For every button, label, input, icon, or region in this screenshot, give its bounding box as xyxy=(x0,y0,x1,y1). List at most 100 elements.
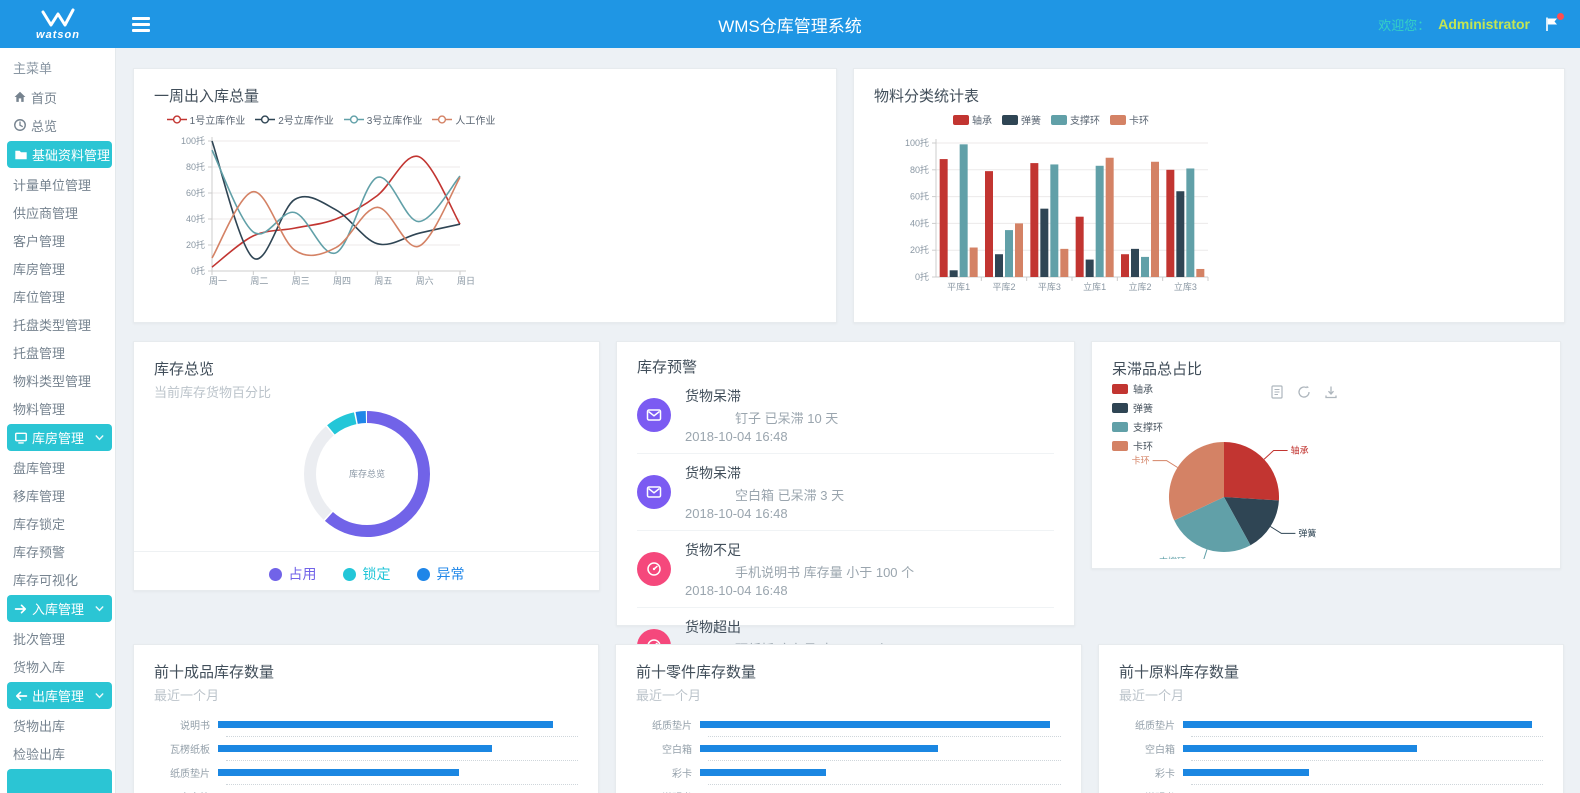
sidebar-item-批次管理[interactable]: 批次管理 xyxy=(0,624,115,652)
alert-time: 2018-10-04 16:48 xyxy=(685,506,788,521)
hbar-row-空白箱: 空白箱 xyxy=(636,742,1061,756)
legend-label: 3号立库作业 xyxy=(366,116,423,127)
hbar-chart-parts: 纸质垫片空白箱彩卡说明书 xyxy=(636,718,1061,793)
svg-text:周四: 周四 xyxy=(333,276,351,286)
svg-text:周一: 周一 xyxy=(209,276,227,286)
welcome-label: 欢迎您： xyxy=(1378,17,1431,33)
sidebar-item-库位管理[interactable]: 库位管理 xyxy=(0,282,115,310)
envelope-icon xyxy=(637,398,671,432)
sidebar-item-托盘类型管理[interactable]: 托盘类型管理 xyxy=(0,310,115,338)
legend-item-轴承[interactable]: 轴承 xyxy=(953,112,992,127)
sidebar-item-移库管理[interactable]: 移库管理 xyxy=(0,481,115,509)
alert-row[interactable]: 货物呆滞 空白箱 已呆滞 3 天 2018-10-04 16:48 xyxy=(637,454,1054,531)
sidebar-item-货物入库[interactable]: 货物入库 xyxy=(0,652,115,680)
hbar-track xyxy=(700,769,1061,776)
main-content: 一周出入库总量 1号立库作业 2号立库作业 3号立库作业 人工作业 0托 20托 40托 6… xyxy=(116,48,1580,793)
legend-label: 支撑环 xyxy=(1070,116,1100,127)
download-icon[interactable] xyxy=(1324,385,1338,399)
sidebar-item-库房管理[interactable]: 库房管理 xyxy=(7,424,112,451)
svg-text:40托: 40托 xyxy=(910,217,929,228)
sidebar-item-入库管理[interactable]: 入库管理 xyxy=(7,595,112,622)
sidebar-item-label: 库存预警 xyxy=(13,544,66,560)
card-top-parts: 前十零件库存数量 最近一个月 纸质垫片空白箱彩卡说明书 xyxy=(615,644,1082,793)
svg-text:立库1: 立库1 xyxy=(1083,281,1106,292)
sidebar-item-货物出库[interactable]: 货物出库 xyxy=(0,711,115,739)
legend-label: 轴承 xyxy=(972,116,992,127)
sidebar-item-库存可视化[interactable]: 库存可视化 xyxy=(0,565,115,593)
legend-item-3号立库作业[interactable]: 3号立库作业 xyxy=(343,112,423,127)
pie-legend-item-轴承[interactable]: 轴承 xyxy=(1112,381,1163,396)
hbar-gridline xyxy=(226,736,578,737)
sidebar-item-label: 货物入库 xyxy=(13,659,66,675)
sidebar-item-库房管理[interactable]: 库房管理 xyxy=(0,254,115,282)
alert-row[interactable]: 货物不足 手机说明书 库存量 小于 100 个 2018-10-04 16:48 xyxy=(637,531,1054,608)
hbar-gridline xyxy=(1191,784,1543,785)
hbar-label: 纸质垫片 xyxy=(170,769,210,780)
svg-text:库存总览: 库存总览 xyxy=(348,468,384,479)
hbar-label: 空白箱 xyxy=(154,789,218,793)
sidebar-item-物料管理[interactable]: 物料管理 xyxy=(0,394,115,422)
pie-toolbar xyxy=(1270,385,1338,399)
hbar-track xyxy=(218,769,578,776)
logo[interactable]: watson xyxy=(0,0,116,48)
legend-label: 卡环 xyxy=(1133,442,1153,453)
bar-chart-legend: 轴承 弹簧 支撑环 卡环 xyxy=(886,112,1216,127)
sidebar-item-总览[interactable]: 总览 xyxy=(0,111,115,139)
hbar-track xyxy=(700,721,1061,728)
hbar-label: 瓦楞纸板 xyxy=(170,745,210,756)
legend-item-弹簧[interactable]: 弹簧 xyxy=(1002,112,1041,127)
sidebar-item-供应商管理[interactable]: 供应商管理 xyxy=(0,198,115,226)
alert-row[interactable]: 货物呆滞 钉子 已呆滞 10 天 2018-10-04 16:48 xyxy=(637,377,1054,454)
legend-label: 占用 xyxy=(288,566,317,582)
legend-item-2号立库作业[interactable]: 2号立库作业 xyxy=(255,112,334,127)
sidebar-item-客户管理[interactable]: 客户管理 xyxy=(0,226,115,254)
sidebar-item-库存锁定[interactable]: 库存锁定 xyxy=(0,509,115,537)
sidebar-item-label: 物料管理 xyxy=(13,401,66,417)
sidebar-item-partial-24[interactable] xyxy=(7,769,112,793)
legend-item-1号立库作业[interactable]: 1号立库作业 xyxy=(166,112,245,127)
sidebar-item-托盘管理[interactable]: 托盘管理 xyxy=(0,338,115,366)
sidebar-item-计量单位管理[interactable]: 计量单位管理 xyxy=(0,170,115,198)
hbar-gridline xyxy=(708,784,1061,785)
stock-alerts-title: 库存预警 xyxy=(637,359,698,376)
username[interactable]: Administrator xyxy=(1438,16,1530,32)
data-view-icon[interactable] xyxy=(1270,385,1284,399)
pie-legend-item-卡环[interactable]: 卡环 xyxy=(1112,438,1163,453)
pie-legend-item-支撑环[interactable]: 支撑环 xyxy=(1112,419,1163,434)
header: watson WMS仓库管理系统 欢迎您： Administrator xyxy=(0,0,1580,48)
hbar-label: 说明书 xyxy=(180,721,210,732)
svg-text:平库2: 平库2 xyxy=(992,281,1015,292)
hbar-gridline xyxy=(226,784,578,785)
svg-text:周六: 周六 xyxy=(416,275,434,286)
legend-item-人工作业[interactable]: 人工作业 xyxy=(432,112,495,127)
donut-legend-item-占用[interactable]: 占用 xyxy=(268,564,317,584)
sidebar-item-基础资料管理[interactable]: 基础资料管理 xyxy=(7,141,112,168)
hbar-row-说明书: 说明书 xyxy=(154,718,578,732)
hbar-fill xyxy=(218,721,553,728)
legend-label: 人工作业 xyxy=(455,116,496,127)
sidebar-item-检验出库[interactable]: 检验出库 xyxy=(0,739,115,767)
svg-text:轴承: 轴承 xyxy=(1291,444,1309,455)
sidebar-item-label: 盘库管理 xyxy=(13,460,66,476)
svg-text:平库3: 平库3 xyxy=(1038,281,1061,292)
sidebar-item-物料类型管理[interactable]: 物料类型管理 xyxy=(0,366,115,394)
restore-icon[interactable] xyxy=(1297,385,1311,399)
sidebar-item-label: 托盘管理 xyxy=(13,345,66,361)
legend-item-支撑环[interactable]: 支撑环 xyxy=(1051,112,1100,127)
sidebar-item-库存预警[interactable]: 库存预警 xyxy=(0,537,115,565)
pie-legend-item-弹簧[interactable]: 弹簧 xyxy=(1112,400,1163,415)
sidebar-item-盘库管理[interactable]: 盘库管理 xyxy=(0,453,115,481)
donut-legend-item-锁定[interactable]: 锁定 xyxy=(342,564,391,584)
legend-item-卡环[interactable]: 卡环 xyxy=(1110,112,1149,127)
hbar-label: 纸质垫片 xyxy=(1135,721,1175,732)
sidebar-item-label: 入库管理 xyxy=(32,602,85,617)
notification-flag-icon[interactable] xyxy=(1544,13,1564,32)
weekly-io-title: 一周出入库总量 xyxy=(154,88,260,105)
sidebar-item-首页[interactable]: 首页 xyxy=(0,83,115,111)
sidebar-item-出库管理[interactable]: 出库管理 xyxy=(7,682,112,709)
donut-legend-item-异常[interactable]: 异常 xyxy=(416,564,465,584)
menu-toggle-button[interactable] xyxy=(132,16,150,32)
